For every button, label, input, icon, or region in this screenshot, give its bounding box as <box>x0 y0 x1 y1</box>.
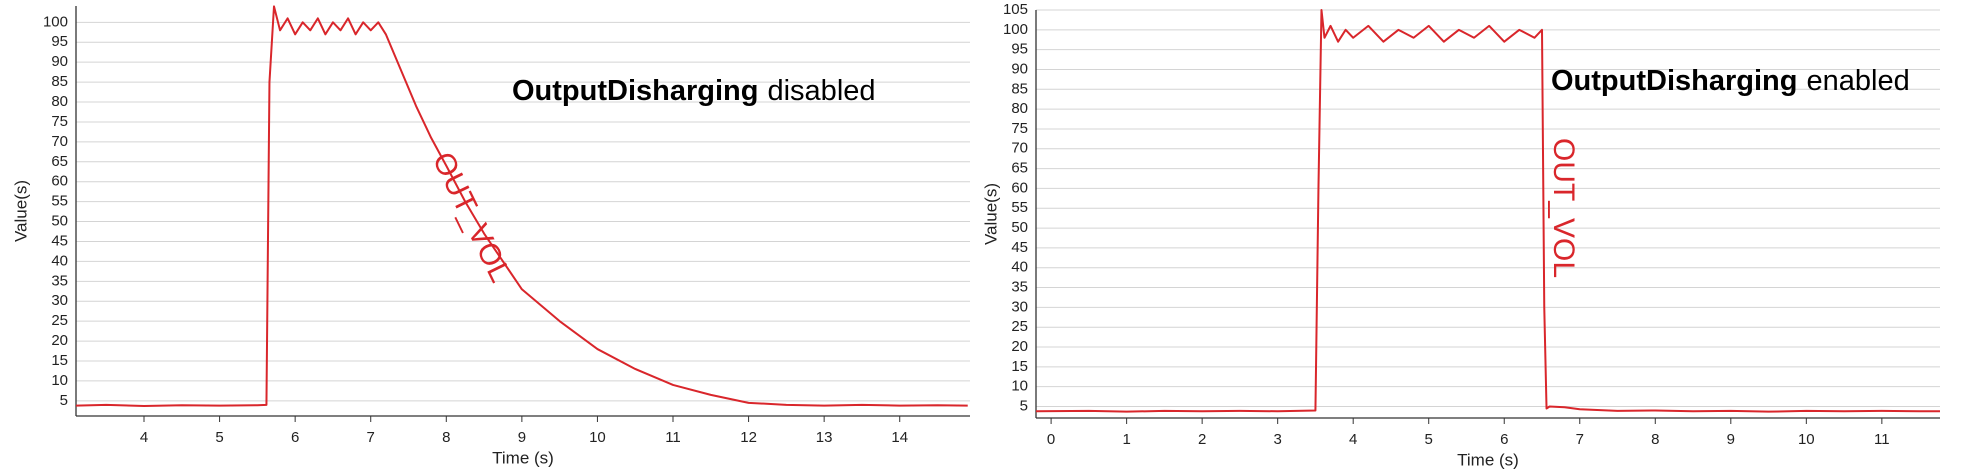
y-tick-label: 40 <box>1011 259 1028 276</box>
y-tick-label: 40 <box>51 252 68 269</box>
y-tick-label: 10 <box>1011 378 1028 395</box>
x-tick-label: 8 <box>1651 431 1659 448</box>
y-tick-label: 80 <box>51 93 68 110</box>
x-tick-label: 8 <box>442 429 450 446</box>
x-tick-label: 13 <box>816 429 833 446</box>
y-tick-label: 25 <box>1011 318 1028 335</box>
y-tick-label: 100 <box>43 13 68 30</box>
y-tick-label: 105 <box>1003 1 1028 18</box>
y-tick-label: 15 <box>1011 358 1028 375</box>
y-axis-title: Value(s) <box>11 180 30 242</box>
x-tick-label: 5 <box>1425 431 1433 448</box>
y-tick-label: 55 <box>51 193 68 210</box>
y-tick-label: 35 <box>1011 279 1028 296</box>
x-axis-title: Time (s) <box>1457 450 1519 469</box>
annotation: OutputDisharging enabled <box>1551 65 1910 97</box>
x-tick-label: 4 <box>140 429 148 446</box>
y-tick-label: 95 <box>1011 41 1028 58</box>
y-tick-label: 75 <box>1011 120 1028 137</box>
y-tick-label: 20 <box>51 332 68 349</box>
y-tick-label: 80 <box>1011 100 1028 117</box>
x-tick-label: 4 <box>1349 431 1357 448</box>
y-tick-label: 10 <box>51 372 68 389</box>
annotation-bold: OutputDisharging <box>1551 65 1797 97</box>
series-label: OUT_VOL <box>426 147 517 287</box>
y-tick-label: 60 <box>1011 179 1028 196</box>
annotation-text: disabled <box>767 75 875 107</box>
y-axis-title: Value(s) <box>981 183 1000 245</box>
x-tick-label: 2 <box>1198 431 1206 448</box>
annotation-text: enabled <box>1806 65 1909 97</box>
x-tick-label: 7 <box>367 429 375 446</box>
y-tick-label: 15 <box>51 352 68 369</box>
x-tick-label: 9 <box>1727 431 1735 448</box>
x-tick-label: 1 <box>1122 431 1130 448</box>
y-tick-label: 5 <box>1020 397 1028 414</box>
y-tick-label: 90 <box>1011 60 1028 77</box>
data-line <box>75 5 968 408</box>
x-tick-label: 12 <box>740 429 757 446</box>
x-tick-label: 6 <box>1500 431 1508 448</box>
y-tick-label: 75 <box>51 113 68 130</box>
y-tick-label: 20 <box>1011 338 1028 355</box>
data-line <box>1035 9 1940 413</box>
x-axis-title: Time (s) <box>492 448 554 467</box>
y-tick-label: 60 <box>51 173 68 190</box>
y-tick-label: 90 <box>51 53 68 70</box>
y-tick-label: 70 <box>1011 140 1028 157</box>
y-tick-label: 45 <box>1011 239 1028 256</box>
y-tick-label: 25 <box>51 312 68 329</box>
y-tick-label: 50 <box>51 213 68 230</box>
y-tick-label: 45 <box>51 232 68 249</box>
y-tick-label: 85 <box>1011 80 1028 97</box>
x-tick-label: 14 <box>891 429 908 446</box>
y-tick-label: 95 <box>51 33 68 50</box>
annotation-bold: OutputDisharging <box>512 75 758 107</box>
y-tick-label: 85 <box>51 73 68 90</box>
y-tick-label: 65 <box>51 153 68 170</box>
y-tick-label: 70 <box>51 133 68 150</box>
y-tick-label: 5 <box>60 392 68 409</box>
y-tick-label: 30 <box>1011 298 1028 315</box>
series-label: OUT_VOL <box>1547 138 1580 278</box>
x-tick-label: 6 <box>291 429 299 446</box>
y-tick-label: 65 <box>1011 160 1028 177</box>
x-tick-label: 9 <box>518 429 526 446</box>
y-tick-label: 50 <box>1011 219 1028 236</box>
y-tick-label: 55 <box>1011 199 1028 216</box>
x-tick-label: 11 <box>1874 431 1890 448</box>
x-tick-label: 5 <box>215 429 223 446</box>
y-tick-label: 35 <box>51 272 68 289</box>
x-tick-label: 7 <box>1576 431 1584 448</box>
x-tick-label: 10 <box>589 429 606 446</box>
x-tick-label: 3 <box>1273 431 1281 448</box>
x-tick-label: 11 <box>665 429 681 446</box>
annotation: OutputDisharging disabled <box>512 75 876 107</box>
x-tick-label: 10 <box>1798 431 1815 448</box>
y-tick-label: 30 <box>51 292 68 309</box>
x-tick-label: 0 <box>1047 431 1055 448</box>
y-tick-label: 100 <box>1003 21 1028 38</box>
